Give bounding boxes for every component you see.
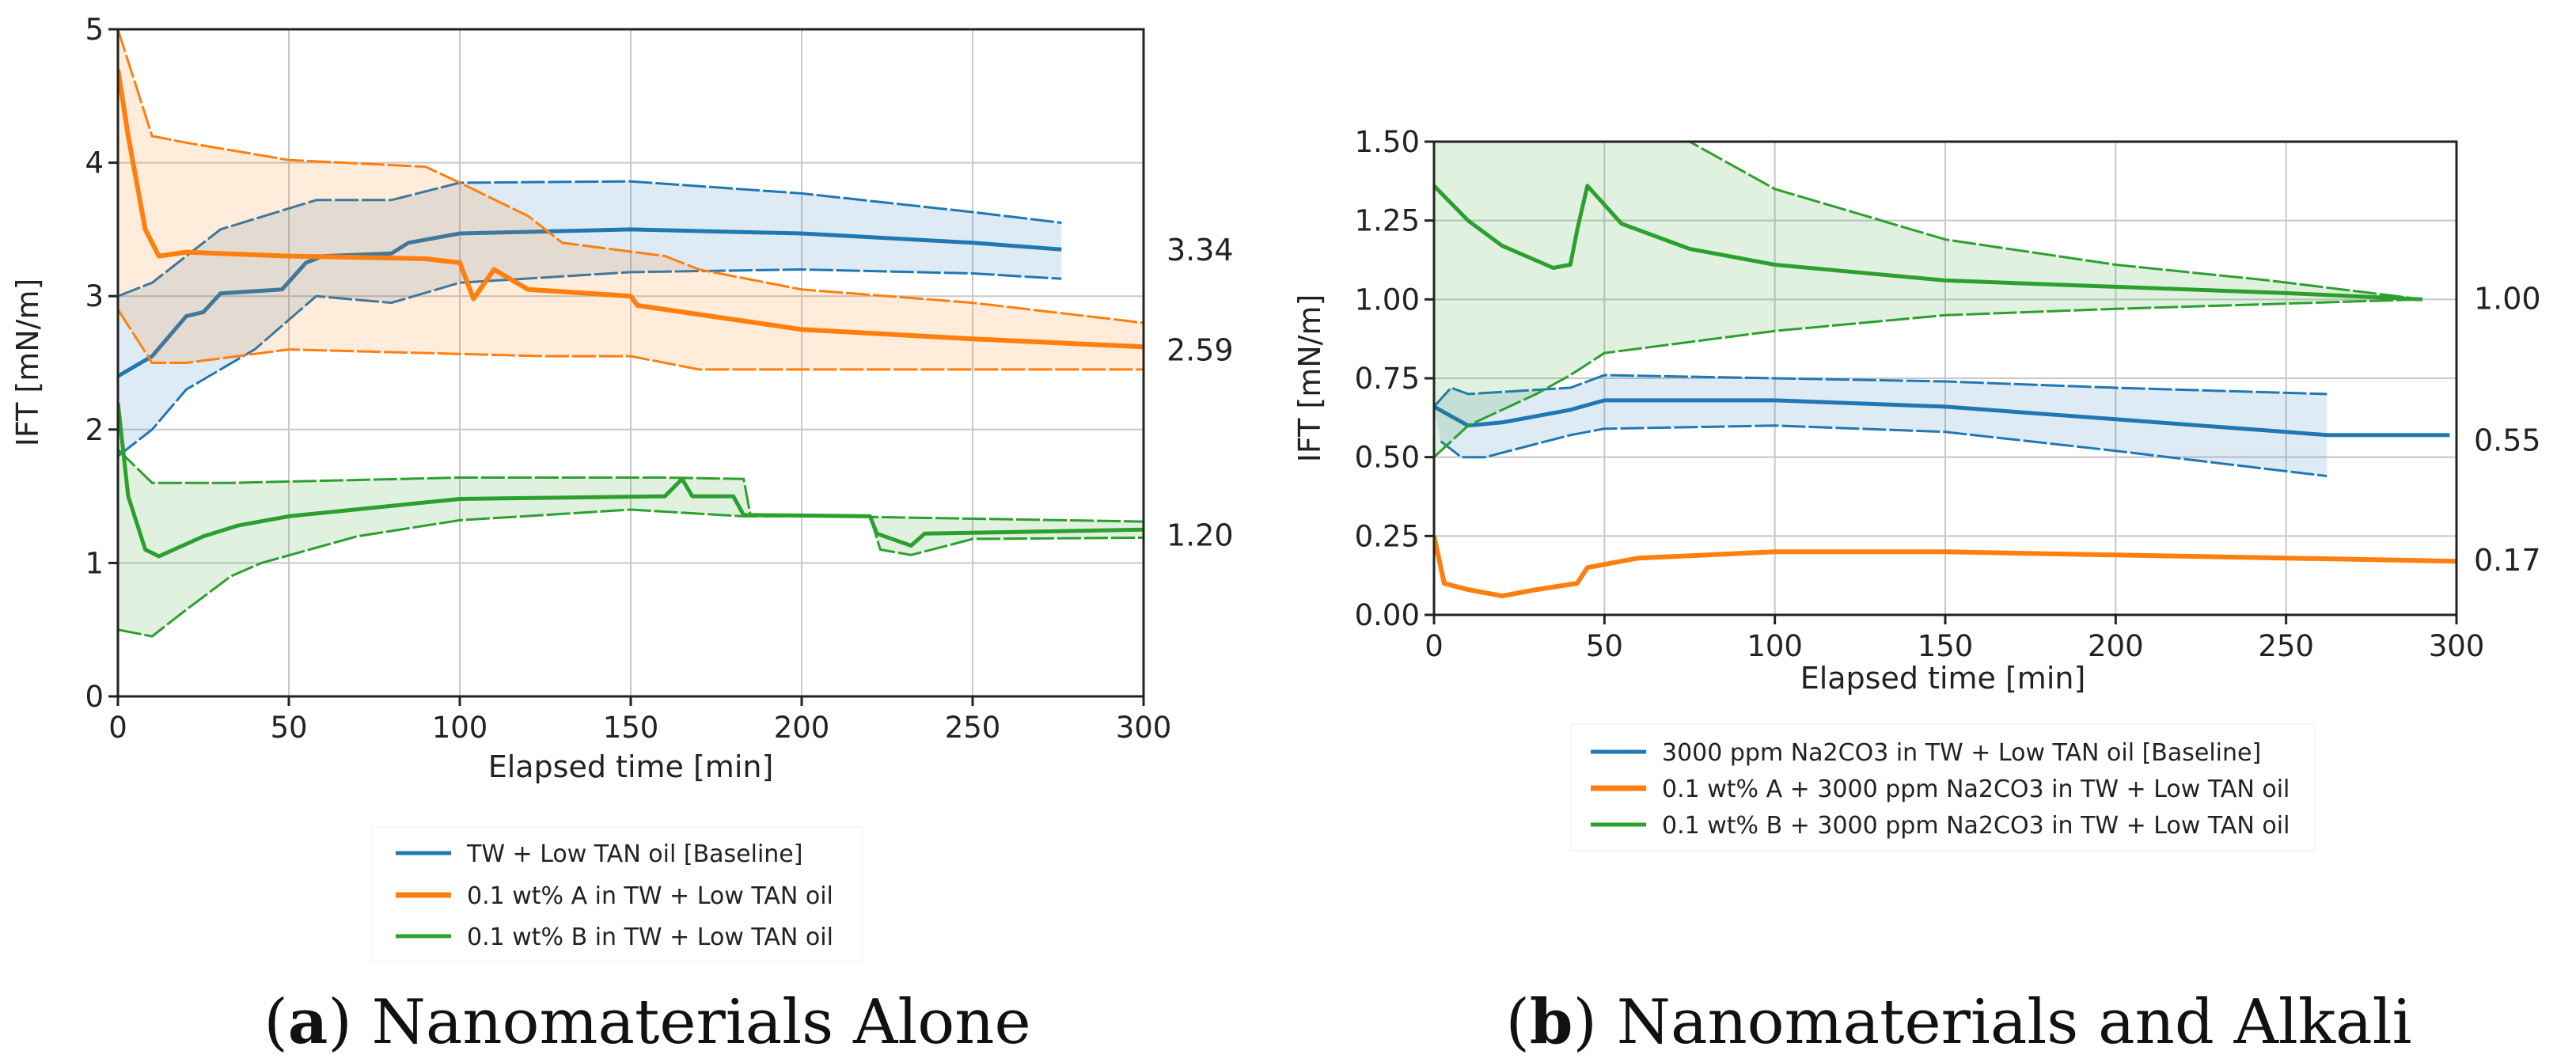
x-axis-label-a: Elapsed time [min] [488, 749, 774, 784]
legend-entry: 0.1 wt% A + 3000 ppm Na2CO3 in TW + Low … [1662, 776, 2290, 803]
y-tick-label: 1.25 [1355, 204, 1420, 238]
upper-bound-orange [118, 29, 1144, 324]
y-tick-label: 1 [85, 546, 104, 580]
legend-entry: 0.1 wt% A in TW + Low TAN oil [467, 882, 833, 910]
legend-b: 3000 ppm Na2CO3 in TW + Low TAN oil [Bas… [1570, 723, 2316, 851]
x-tick-label: 250 [2258, 629, 2314, 663]
y-axis-label-b: IFT [mN/m] [1292, 294, 1327, 463]
upper-bound-blue [1434, 374, 2328, 408]
x-tick-label: 0 [108, 711, 127, 745]
legend-entry: TW + Low TAN oil [Baseline] [466, 840, 802, 868]
axes-frame [116, 28, 1145, 698]
series-line-green [118, 402, 1144, 559]
error-band-green [1434, 142, 2422, 457]
y-tick-label: 4 [85, 146, 104, 180]
x-tick-label: 200 [774, 711, 830, 745]
end-value-label: 1.20 [1167, 518, 1234, 553]
caption-a: (a) Nanomaterials Alone [264, 986, 1030, 1058]
x-tick-label: 50 [1586, 629, 1623, 663]
lower-bound-blue [118, 267, 1062, 457]
x-tick-label: 150 [603, 711, 659, 745]
x-tick-label: 100 [1747, 629, 1803, 663]
series-line-blue [1434, 398, 2450, 438]
lower-bound-blue [1440, 424, 2328, 478]
error-band-green [118, 449, 1144, 637]
y-tick-label: 0.50 [1355, 441, 1420, 475]
upper-bound-green [118, 449, 1144, 523]
y-tick-label: 0.75 [1355, 362, 1420, 396]
legend-entry: 3000 ppm Na2CO3 in TW + Low TAN oil [Bas… [1662, 739, 2261, 767]
y-tick-label: 5 [85, 13, 104, 47]
x-tick-label: 200 [2088, 629, 2144, 663]
x-tick-label: 250 [945, 711, 1001, 745]
error-band-orange [118, 29, 1144, 370]
lower-bound-green [1434, 298, 2422, 458]
upper-bound-blue [118, 180, 1062, 298]
end-value-label: 2.59 [1167, 332, 1234, 367]
end-value-label: 1.00 [2474, 281, 2541, 316]
legend-entry: 0.1 wt% B in TW + Low TAN oil [467, 924, 833, 951]
x-axis-label-b: Elapsed time [min] [1800, 661, 2086, 696]
plot-area [1434, 142, 2456, 599]
upper-bound-green [1434, 142, 2423, 301]
lower-bound-green [118, 508, 1144, 638]
y-tick-label: 0.25 [1355, 519, 1420, 553]
legend-entry: 0.1 wt% B + 3000 ppm Na2CO3 in TW + Low … [1662, 812, 2290, 840]
y-tick-label: 1.00 [1355, 283, 1420, 317]
end-value-label: 0.17 [2474, 543, 2541, 578]
x-tick-label: 300 [2429, 629, 2485, 663]
y-tick-label: 1.50 [1355, 125, 1420, 159]
x-tick-label: 300 [1116, 711, 1172, 745]
end-value-label: 0.55 [2474, 423, 2541, 458]
y-tick-label: 0 [85, 680, 104, 714]
caption-b: (b) Nanomaterials and Alkali [1505, 986, 2411, 1058]
x-tick-label: 150 [1918, 629, 1974, 663]
y-axis-label-a: IFT [mN/m] [10, 279, 45, 447]
series-line-orange [118, 69, 1144, 350]
lower-bound-orange [118, 309, 1144, 371]
y-tick-label: 3 [85, 279, 104, 313]
x-tick-label: 100 [432, 711, 488, 745]
x-tick-label: 0 [1425, 629, 1444, 663]
axes-frame [1432, 140, 2458, 616]
y-tick-label: 2 [85, 413, 104, 447]
y-tick-label: 0.00 [1355, 598, 1420, 632]
legend-a: TW + Low TAN oil [Baseline] 0.1 wt% A in… [371, 826, 863, 962]
chart-a: 0 50 100 150 200 250 300 0 1 2 3 4 5 3.34 2.59 1.20 [85, 13, 1233, 745]
chart-b: 0 50 100 150 200 250 300 0.00 0.25 0.50 0.75 1.00 1.… [1355, 125, 2541, 663]
series-line-orange [1434, 535, 2456, 599]
end-value-label: 3.34 [1167, 233, 1234, 267]
x-tick-label: 50 [270, 711, 307, 745]
error-band-blue [118, 181, 1062, 457]
plot-area [118, 29, 1144, 638]
series-line-green [1434, 184, 2423, 302]
